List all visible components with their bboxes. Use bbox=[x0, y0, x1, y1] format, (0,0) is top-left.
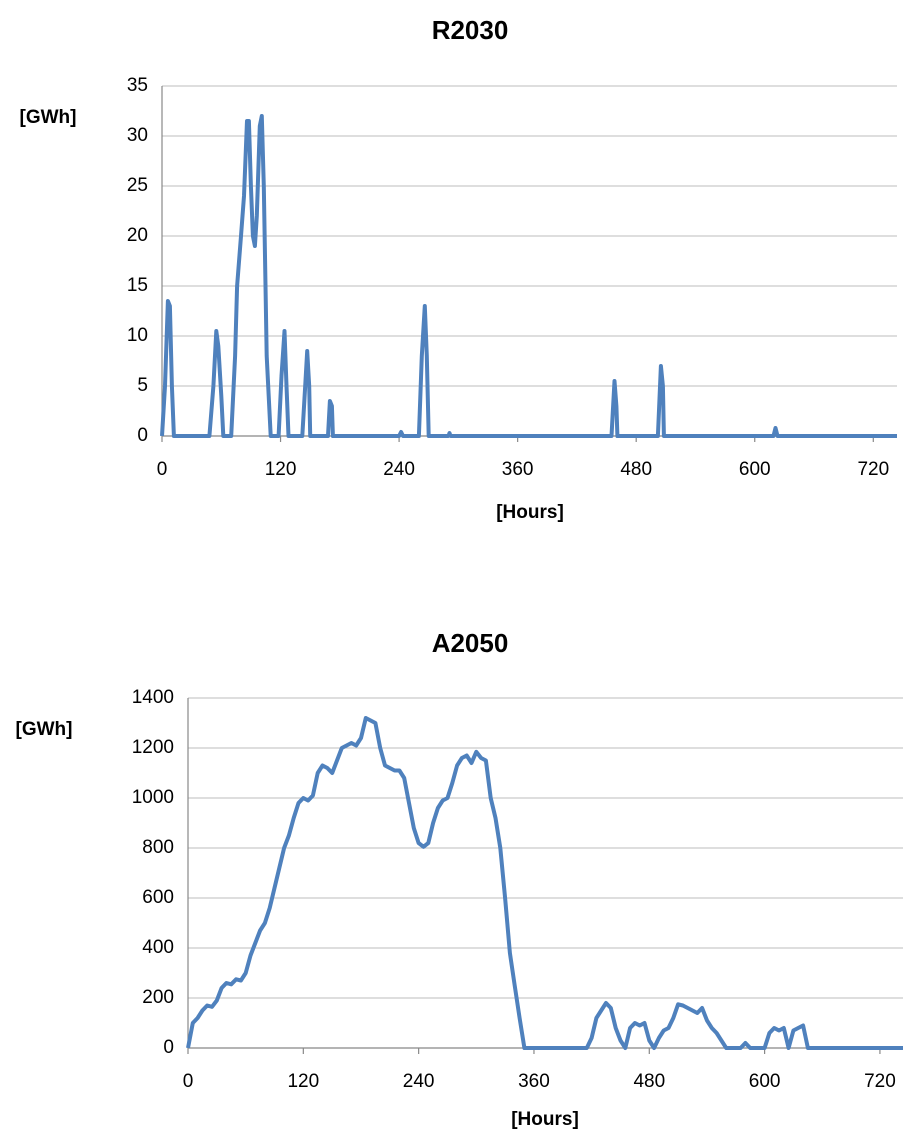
data-line bbox=[186, 716, 903, 1050]
y-tick-label: 600 bbox=[142, 887, 174, 908]
chart-title: R2030 bbox=[432, 15, 509, 45]
x-tick-label: 600 bbox=[749, 1071, 781, 1092]
data-line bbox=[160, 114, 897, 438]
y-tick-label: 30 bbox=[127, 125, 148, 146]
x-tick-label: 600 bbox=[739, 459, 771, 480]
x-tick-label: 720 bbox=[864, 1071, 896, 1092]
x-tick-label: 360 bbox=[518, 1071, 550, 1092]
x-tick-label: 0 bbox=[183, 1071, 194, 1092]
x-tick-label: 360 bbox=[502, 459, 534, 480]
x-tick-label: 120 bbox=[287, 1071, 319, 1092]
chart-title: A2050 bbox=[432, 628, 509, 658]
y-tick-label: 1400 bbox=[132, 687, 174, 708]
y-tick-label: 200 bbox=[142, 987, 174, 1008]
y-tick-label: 25 bbox=[127, 175, 148, 196]
y-tick-label: 20 bbox=[127, 225, 148, 246]
x-axis-label: [Hours] bbox=[511, 1109, 579, 1130]
x-tick-label: 720 bbox=[857, 459, 889, 480]
y-tick-label: 35 bbox=[127, 75, 148, 96]
y-axis-label: [GWh] bbox=[16, 719, 73, 740]
x-tick-label: 240 bbox=[383, 459, 415, 480]
y-tick-label: 0 bbox=[163, 1037, 174, 1058]
x-tick-label: 480 bbox=[620, 459, 652, 480]
y-tick-label: 15 bbox=[127, 275, 148, 296]
y-tick-label: 400 bbox=[142, 937, 174, 958]
x-tick-label: 120 bbox=[265, 459, 297, 480]
y-tick-label: 0 bbox=[137, 425, 148, 446]
y-tick-label: 800 bbox=[142, 837, 174, 858]
x-tick-label: 480 bbox=[633, 1071, 665, 1092]
y-tick-label: 1000 bbox=[132, 787, 174, 808]
x-axis-label: [Hours] bbox=[496, 502, 564, 523]
x-tick-label: 0 bbox=[157, 459, 168, 480]
y-tick-label: 1200 bbox=[132, 737, 174, 758]
x-tick-label: 240 bbox=[403, 1071, 435, 1092]
y-tick-label: 10 bbox=[127, 325, 148, 346]
y-axis-label: [GWh] bbox=[20, 107, 77, 128]
y-tick-label: 5 bbox=[137, 375, 148, 396]
